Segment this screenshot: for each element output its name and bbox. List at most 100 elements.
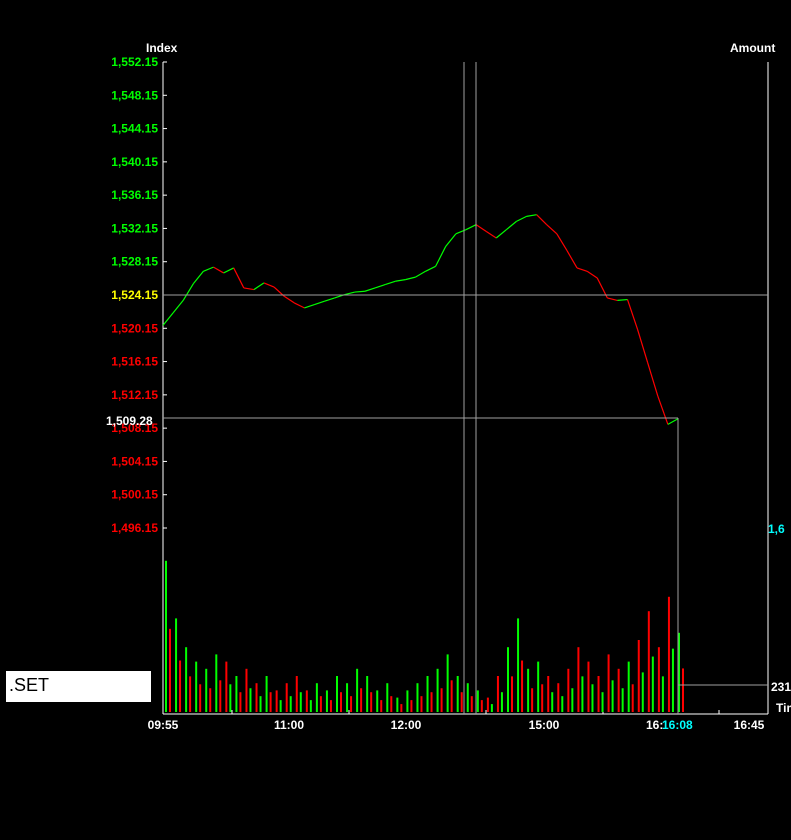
price-segment [283,295,295,304]
volume-bar [336,676,338,712]
volume-bar [239,692,242,712]
price-segment [294,302,305,309]
volume-bar [285,683,288,712]
volume-bar [410,700,413,712]
volume-bar [581,676,584,712]
price-segment [495,229,507,239]
volume-bar [597,676,600,712]
volume-bar [179,660,182,712]
volume-bar [406,690,409,712]
volume-bar [249,688,252,712]
volume-bar [305,690,308,712]
volume-bar [607,654,610,712]
left-axis-title: Index [146,41,178,55]
volume-bar [386,683,389,712]
volume-bar [517,618,520,712]
time-tick-label: 15:00 [529,718,560,732]
price-segment [485,230,497,239]
volume-bar [265,676,268,712]
price-tick-label: 1,520.15 [111,321,158,335]
volume-bar [460,692,463,712]
price-segment [465,224,477,231]
volume-bar [255,683,258,712]
volume-bar [551,692,554,712]
volume-bar [295,676,298,712]
volume-bar [346,683,349,712]
current-time-label: 16:08 [662,718,693,732]
volume-bars [165,560,684,712]
volume-bar [657,647,660,712]
price-segment [566,250,578,269]
volume-bar [259,696,262,712]
volume-bar [587,661,590,712]
price-segment [607,297,618,301]
volume-bar [511,676,513,712]
price-segment [425,265,436,272]
volume-bar [500,692,503,712]
volume-bar [309,700,312,712]
time-tick-label: 16:45 [734,718,765,732]
volume-bar [470,696,473,712]
volume-bar [591,684,594,712]
volume-bar [319,696,322,712]
volume-bar [165,560,167,712]
volume-bar [466,683,469,712]
volume-bar [430,692,433,712]
time-tick-label: 11:00 [274,718,304,732]
volume-bar [436,668,439,712]
price-segment [223,267,234,274]
time-tick-label: 16: [646,718,663,732]
volume-bar [400,704,403,712]
price-segment [324,297,335,302]
price-segment [637,329,649,363]
volume-bar [480,700,483,712]
volume-bar [617,668,620,712]
price-segment [505,220,517,231]
volume-bar [426,676,429,712]
price-segment [647,362,659,397]
volume-bar [641,672,644,712]
volume-bar [420,696,423,712]
volume-bar [195,661,198,712]
volume-bar [325,690,328,712]
price-segment [586,270,598,279]
price-tick-label: 1,544.15 [111,122,158,136]
price-segment [536,214,548,226]
price-tick-label: 1,536.15 [111,188,158,202]
symbol-label: .SET [9,675,50,695]
volume-bar [169,628,171,712]
volume-top-label: 1,6 [768,522,785,536]
volume-bar [450,680,453,712]
price-segment [617,298,628,302]
price-segment [475,224,487,232]
volume-bar [219,680,222,712]
price-segment [556,233,568,251]
price-tick-label: 1,504.15 [111,454,158,468]
price-tick-label: 1,512.15 [111,388,158,402]
volume-bar [678,632,680,712]
volume-bar [175,618,178,712]
axes [162,61,769,715]
price-tick-label: 1,508.15 [111,421,158,435]
volume-bar [356,668,359,712]
price-segment [304,303,315,309]
volume-bar [245,668,248,712]
volume-bar [225,661,228,712]
volume-bar [370,692,373,712]
volume-bar [671,648,674,712]
price-segment [405,276,416,281]
price-segment [516,215,527,222]
price-axis-labels: 1,552.15 1,548.15 1,544.15 1,540.15 1,536.15… [111,55,158,535]
volume-bar [416,683,419,712]
volume-bar [390,696,393,712]
volume-bar [440,688,443,712]
volume-bar [275,690,278,712]
volume-bar [627,661,630,712]
volume-bar [456,676,459,712]
price-segment [384,280,396,286]
right-axis-title: Amount [730,41,775,55]
volume-bar [490,704,493,712]
volume-bar [561,696,564,712]
time-tick-label: 12:00 [391,718,422,732]
symbol-box[interactable]: .SET [6,671,151,702]
